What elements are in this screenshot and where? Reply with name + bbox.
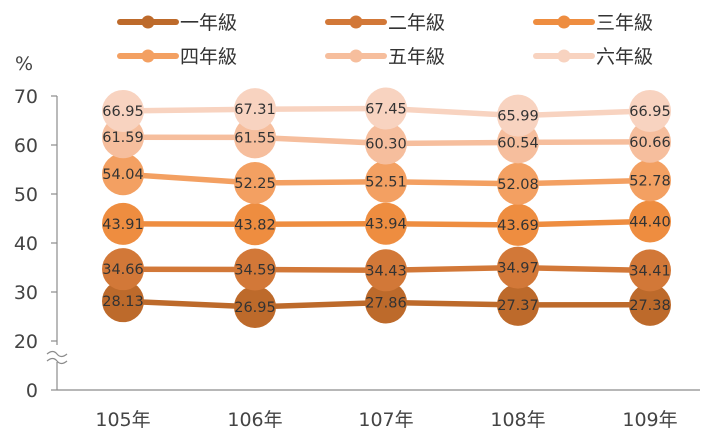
data-label: 52.25 [234, 176, 276, 192]
data-label: 60.30 [365, 137, 407, 153]
data-point [365, 160, 407, 203]
legend-swatch-marker [349, 49, 363, 63]
series-points: 28.13 26.95 27.86 27.37 27.38 34.66 34.59 34.43… [102, 87, 671, 328]
data-point [234, 248, 276, 291]
legend-swatch-marker [141, 15, 155, 29]
data-label: 27.37 [497, 298, 539, 314]
x-tick-label: 109年 [622, 409, 677, 431]
data-label: 60.66 [629, 135, 671, 151]
data-point [102, 202, 144, 245]
legend-label: 五年級 [388, 46, 445, 68]
axes: 0 20 30 40 50 60 70 105年 106年 107年 108年 109年 [14, 86, 700, 431]
data-point [234, 285, 276, 328]
legend-swatch-marker [141, 49, 155, 63]
y-tick-label: 50 [14, 184, 38, 206]
data-point [365, 122, 407, 165]
data-point [365, 249, 407, 292]
data-label: 43.82 [234, 217, 276, 233]
data-point [629, 89, 671, 132]
data-point [102, 153, 144, 196]
x-tick-label: 105年 [95, 409, 150, 431]
data-point [497, 203, 539, 246]
data-label: 61.59 [102, 130, 144, 146]
data-label: 66.95 [102, 104, 144, 120]
data-point [497, 246, 539, 289]
data-point [234, 88, 276, 131]
data-label: 52.08 [497, 177, 539, 193]
legend-label: 三年級 [596, 12, 653, 34]
data-label: 61.55 [234, 130, 276, 146]
data-label: 28.13 [102, 294, 144, 310]
legend-label: 二年級 [388, 12, 445, 34]
y-tick-label: 40 [14, 233, 38, 255]
data-point [102, 280, 144, 323]
y-tick-label: 70 [14, 86, 38, 108]
y-axis-unit-label: % [15, 53, 33, 75]
data-point [629, 249, 671, 292]
axis-break-mark [46, 357, 68, 365]
legend-item: 二年級 [325, 12, 445, 34]
legend-swatch-marker [349, 15, 363, 29]
data-point [629, 200, 671, 243]
data-point [365, 202, 407, 245]
legend-swatch-marker [557, 49, 571, 63]
data-point [102, 89, 144, 132]
data-point [234, 161, 276, 204]
x-tick-label: 108年 [490, 409, 545, 431]
legend-swatch-marker [557, 15, 571, 29]
y-tick-label: 0 [26, 380, 38, 402]
data-point [497, 162, 539, 205]
data-label: 67.31 [234, 102, 276, 118]
data-label: 27.86 [365, 295, 407, 311]
data-point [497, 283, 539, 326]
legend-label: 六年級 [596, 46, 653, 68]
data-point [629, 159, 671, 202]
x-tick-label: 107年 [358, 409, 413, 431]
x-tick-label: 106年 [227, 409, 282, 431]
data-point [102, 248, 144, 291]
data-point [497, 94, 539, 137]
y-tick-label: 60 [14, 135, 38, 157]
data-label: 43.91 [102, 217, 144, 233]
data-label: 43.69 [497, 218, 539, 234]
data-label: 65.99 [497, 109, 539, 125]
data-point [629, 283, 671, 326]
legend-label: 一年級 [180, 12, 237, 34]
legend-item: 五年級 [325, 46, 445, 68]
data-label: 34.97 [497, 261, 539, 277]
data-label: 34.41 [629, 263, 671, 279]
data-label: 52.78 [629, 173, 671, 189]
y-tick-label: 30 [14, 282, 38, 304]
data-label: 34.59 [234, 263, 276, 279]
data-label: 67.45 [365, 101, 407, 117]
data-point [365, 87, 407, 130]
axis-break-mark [46, 350, 68, 358]
legend-item: 三年級 [533, 12, 653, 34]
data-label: 66.95 [629, 104, 671, 120]
data-label: 60.54 [497, 135, 539, 151]
data-label: 27.38 [629, 298, 671, 314]
data-label: 54.04 [102, 167, 144, 183]
data-label: 34.66 [102, 262, 144, 278]
data-label: 26.95 [234, 300, 276, 316]
legend-item: 六年級 [533, 46, 653, 68]
data-point [234, 203, 276, 246]
data-label: 52.51 [365, 175, 407, 191]
data-point [365, 281, 407, 324]
data-label: 43.94 [365, 217, 407, 233]
data-point [629, 120, 671, 163]
legend-item: 一年級 [117, 12, 237, 34]
y-tick-label: 20 [14, 331, 38, 353]
legend-item: 四年級 [117, 46, 237, 68]
data-label: 44.40 [629, 214, 671, 230]
legend-label: 四年級 [180, 46, 237, 68]
data-label: 34.43 [365, 263, 407, 279]
